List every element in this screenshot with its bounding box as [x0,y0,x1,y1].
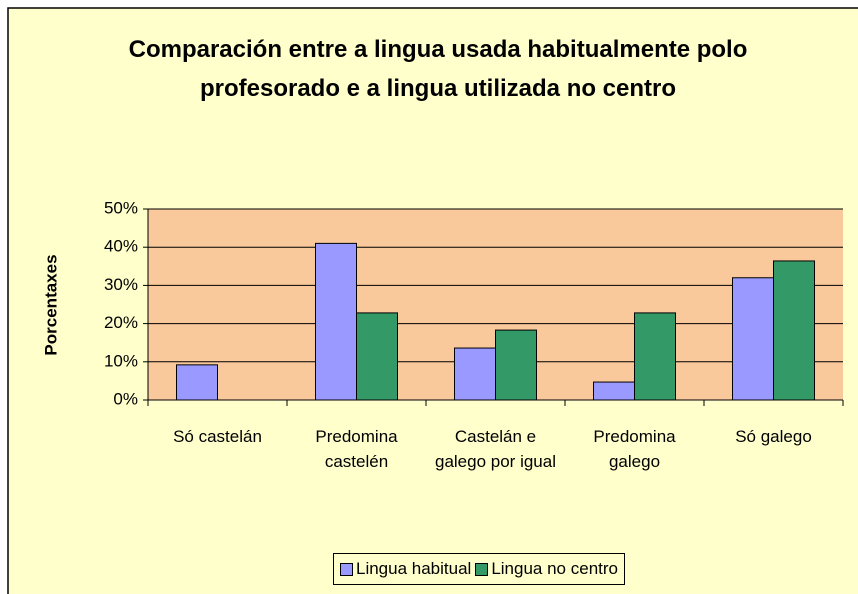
bar [732,277,774,401]
y-axis-label: Porcentaxes [41,254,60,355]
legend-label: Lingua habitual [356,559,472,578]
x-tick-label: Castelán e galego por igual [435,427,556,471]
legend-swatch [475,562,489,576]
x-tick-label: Só galego [735,427,812,446]
bar [773,260,815,401]
bar [356,312,398,401]
bar [495,329,537,401]
y-tick-label: 30% [104,275,138,294]
y-tick-label: 0% [113,389,138,408]
legend-label: Lingua no centro [491,559,618,578]
legend-item: Lingua no centro [475,559,618,579]
y-tick-label: 10% [104,351,138,370]
chart-title: Comparación entre a lingua usada habitua… [128,36,748,102]
y-tick-label: 40% [104,237,138,256]
legend-swatch [340,562,353,576]
legend-item: Lingua habitual [340,559,471,579]
x-tick-label: Predomina castelén [315,427,398,471]
bar [593,381,635,401]
bar [176,364,218,401]
y-tick-label: 50% [104,198,138,217]
x-tick-label: Predomina galego [593,427,676,471]
x-tick-label: Só castelán [173,427,262,446]
y-tick-label: 20% [104,313,138,332]
bar [315,242,357,401]
bar [454,347,496,401]
legend: Lingua habitual Lingua no centro [333,553,625,585]
bar [634,312,676,401]
